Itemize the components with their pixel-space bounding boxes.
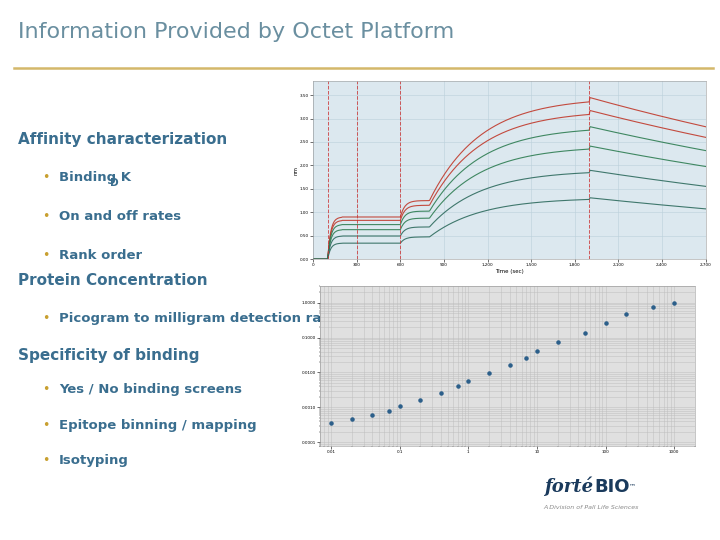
Text: On and off rates: On and off rates <box>59 210 181 223</box>
Text: •: • <box>42 249 49 262</box>
Point <box>452 382 464 390</box>
Text: •: • <box>42 383 49 396</box>
Point <box>366 411 378 420</box>
Point <box>415 396 426 404</box>
Text: ™: ™ <box>629 483 636 489</box>
Text: •: • <box>42 418 49 431</box>
Text: D: D <box>110 178 119 188</box>
Text: Information Provided by Octet Platform: Information Provided by Octet Platform <box>18 22 454 42</box>
Point <box>383 407 395 415</box>
Text: •: • <box>42 312 49 325</box>
Text: •: • <box>42 210 49 223</box>
Text: A Division of Pall Life Sciences: A Division of Pall Life Sciences <box>544 505 639 510</box>
Text: Yes / No binding screens: Yes / No binding screens <box>59 383 242 396</box>
Point <box>621 309 632 318</box>
Point <box>521 354 532 362</box>
Text: Isotyping: Isotyping <box>59 454 129 467</box>
Point <box>346 415 357 424</box>
Text: Specificity of binding: Specificity of binding <box>18 348 199 363</box>
Point <box>648 303 660 312</box>
Text: Affinity characterization: Affinity characterization <box>18 132 228 147</box>
Point <box>600 319 611 328</box>
Point <box>531 347 543 355</box>
X-axis label: Time (sec): Time (sec) <box>495 269 523 274</box>
Text: Picogram to milligram detection range: Picogram to milligram detection range <box>59 312 349 325</box>
Point <box>325 419 337 428</box>
Point <box>435 389 446 398</box>
Text: Rank order: Rank order <box>59 249 142 262</box>
Text: forté: forté <box>544 476 593 496</box>
Point <box>483 369 495 377</box>
Text: •: • <box>42 454 49 467</box>
Text: •: • <box>42 171 49 184</box>
Point <box>504 361 516 370</box>
Text: BIO: BIO <box>594 478 629 496</box>
Point <box>552 338 563 346</box>
Text: Binding K: Binding K <box>59 171 131 184</box>
Y-axis label: nm: nm <box>294 166 299 174</box>
Text: Protein Concentration: Protein Concentration <box>18 273 207 288</box>
Point <box>462 376 474 385</box>
Point <box>668 299 680 308</box>
Point <box>394 402 405 410</box>
Text: Epitope binning / mapping: Epitope binning / mapping <box>59 418 256 431</box>
Point <box>579 328 590 337</box>
